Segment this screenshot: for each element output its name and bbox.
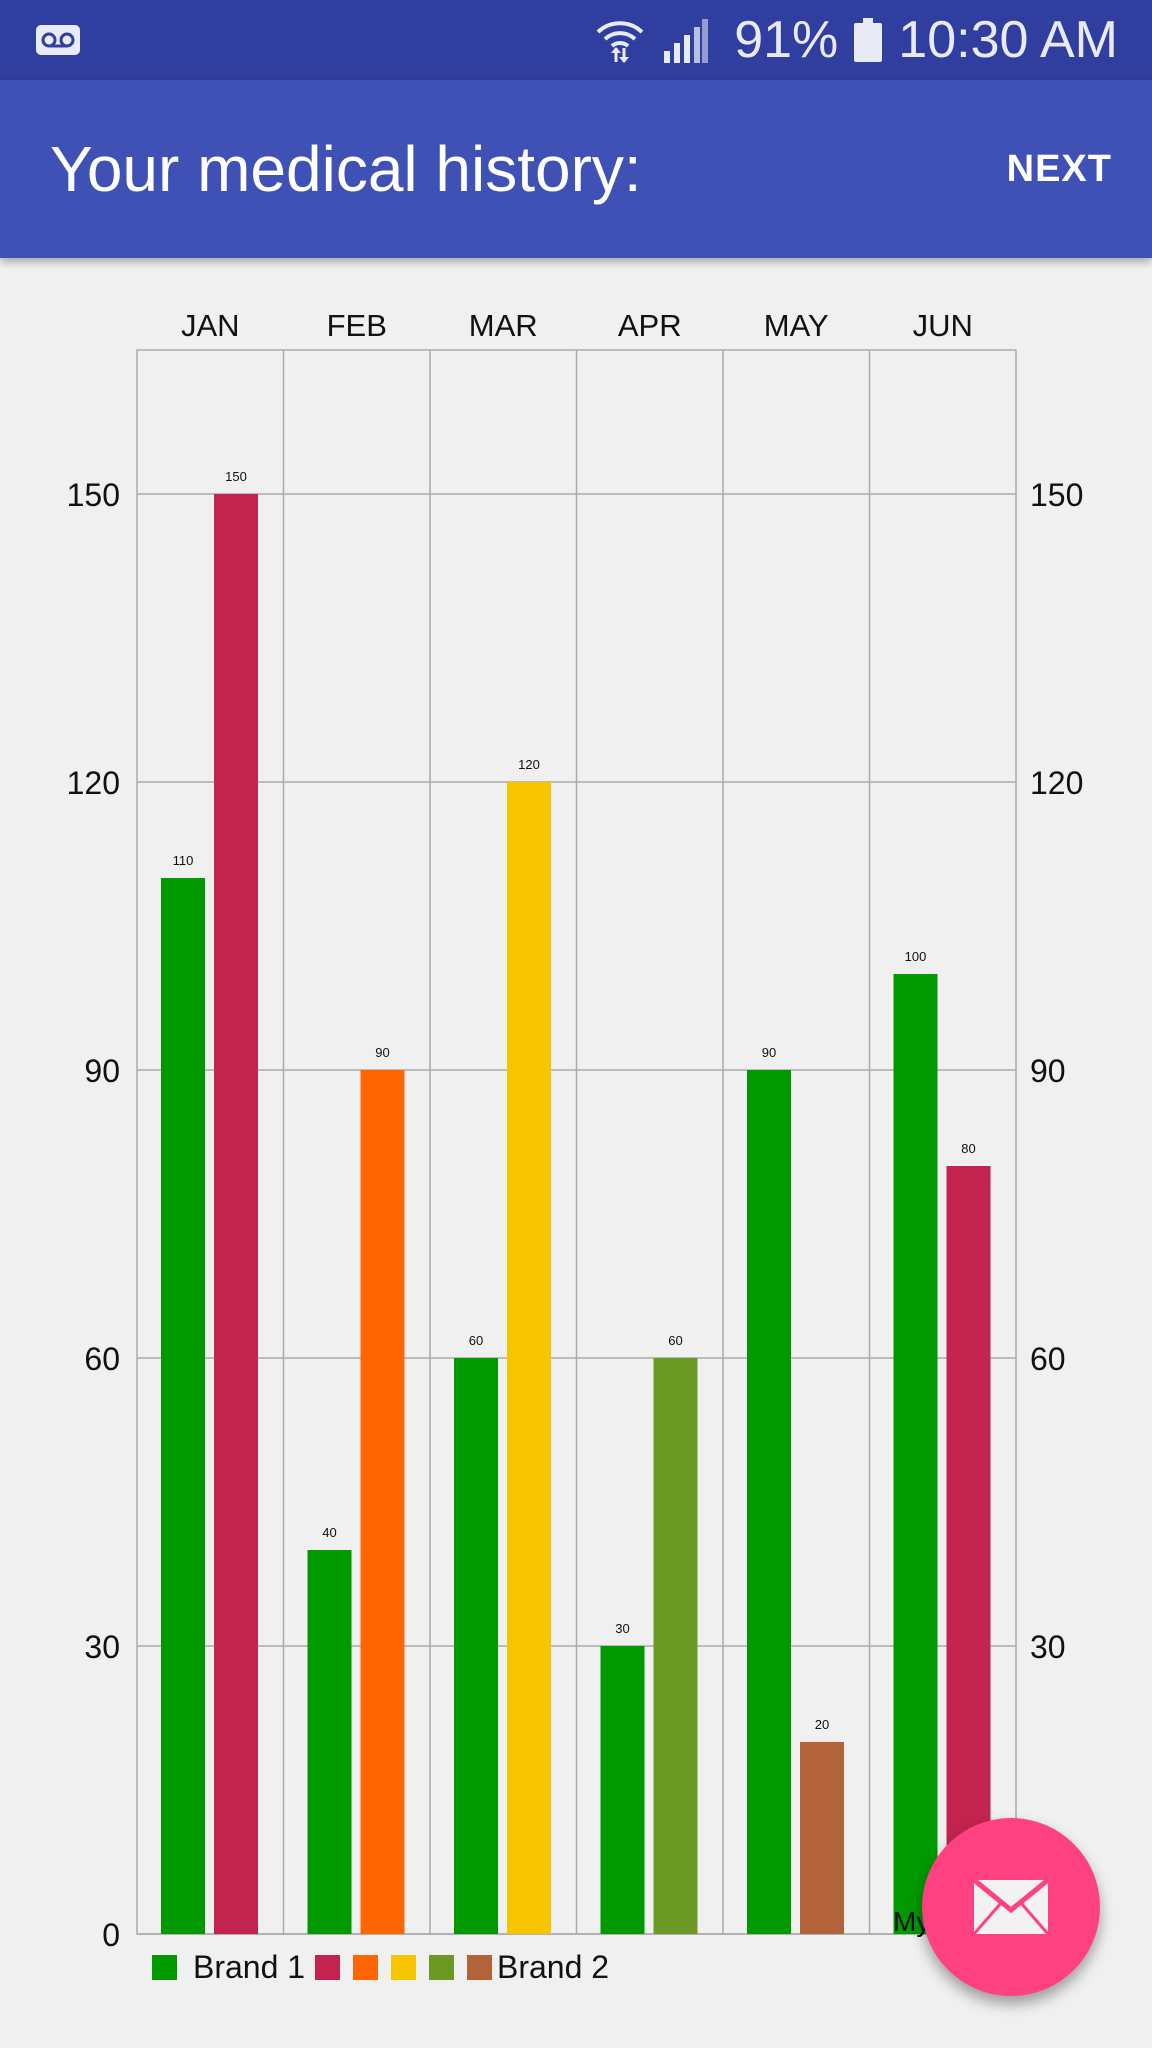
y-tick-label-left: 120 [67,765,120,801]
data-label: 90 [375,1045,389,1060]
data-label: 40 [322,1525,336,1540]
bar-brand1 [747,1070,791,1934]
legend-swatch-brand2 [353,1955,378,1980]
legend-swatch-brand2 [467,1955,492,1980]
legend-swatch-brand1 [152,1955,177,1980]
y-tick-label-right: 150 [1030,477,1083,513]
bar-brand1 [161,878,205,1934]
legend-swatch-brand2 [391,1955,416,1980]
bar-brand1 [454,1358,498,1934]
wifi-icon [596,21,644,63]
legend-swatch-brand2 [429,1955,454,1980]
y-tick-label-left: 30 [84,1629,120,1665]
x-tick-label: APR [618,308,682,343]
data-label: 30 [615,1621,629,1636]
bar-brand2 [800,1742,844,1934]
data-label: 120 [518,757,540,772]
y-tick-label-right: 90 [1030,1053,1066,1089]
x-tick-label: JAN [181,308,240,343]
bar-brand2 [214,494,258,1934]
y-tick-label-left: 90 [84,1053,120,1089]
y-tick-label-left: 60 [84,1341,120,1377]
data-label: 20 [815,1717,829,1732]
data-label: 60 [668,1333,682,1348]
battery-percent: 91% [734,11,839,69]
bar-brand2 [507,782,551,1934]
voicemail-icon [36,25,80,55]
y-tick-label-left: 150 [67,477,120,513]
data-label: 110 [173,853,194,868]
clock: 10:30 AM [898,11,1118,69]
y-tick-label-left: 0 [102,1917,120,1953]
app-bar: Your medical history: NEXT [0,80,1152,258]
next-button[interactable]: NEXT [1006,148,1112,190]
bar-brand2 [653,1358,698,1934]
y-tick-label-right: 30 [1030,1629,1066,1665]
x-tick-label: MAR [469,308,538,343]
data-label: 100 [905,949,927,964]
data-label: 90 [762,1045,776,1060]
bar-brand1 [893,974,938,1934]
legend-label-brand1: Brand 1 [193,1949,305,1985]
x-tick-label: JUN [913,308,973,343]
signal-icon [664,19,709,63]
mail-icon [972,1878,1050,1935]
y-tick-label-right: 120 [1030,765,1083,801]
data-label: 60 [469,1333,483,1348]
x-tick-label: MAY [764,308,829,343]
y-tick-label-right: 60 [1030,1341,1066,1377]
bar-brand2 [946,1166,991,1934]
page-title: Your medical history: [50,133,642,205]
data-label: 150 [225,469,247,484]
legend-label-brand2: Brand 2 [497,1949,609,1985]
bar-chart: 0 30 30 60 60 90 90 120 120 150 150 JAN FEB MAR APR MAY… [67,308,1084,1985]
legend-swatch-brand2 [315,1955,340,1980]
send-mail-button[interactable] [922,1818,1100,1996]
x-tick-label: FEB [327,308,387,343]
battery-icon [854,18,883,62]
data-label: 80 [961,1141,975,1156]
bar-brand1 [600,1646,645,1934]
bar-brand2 [360,1070,405,1934]
bar-brand1 [307,1550,352,1934]
status-bar: 91% 10:30 AM [0,0,1152,80]
